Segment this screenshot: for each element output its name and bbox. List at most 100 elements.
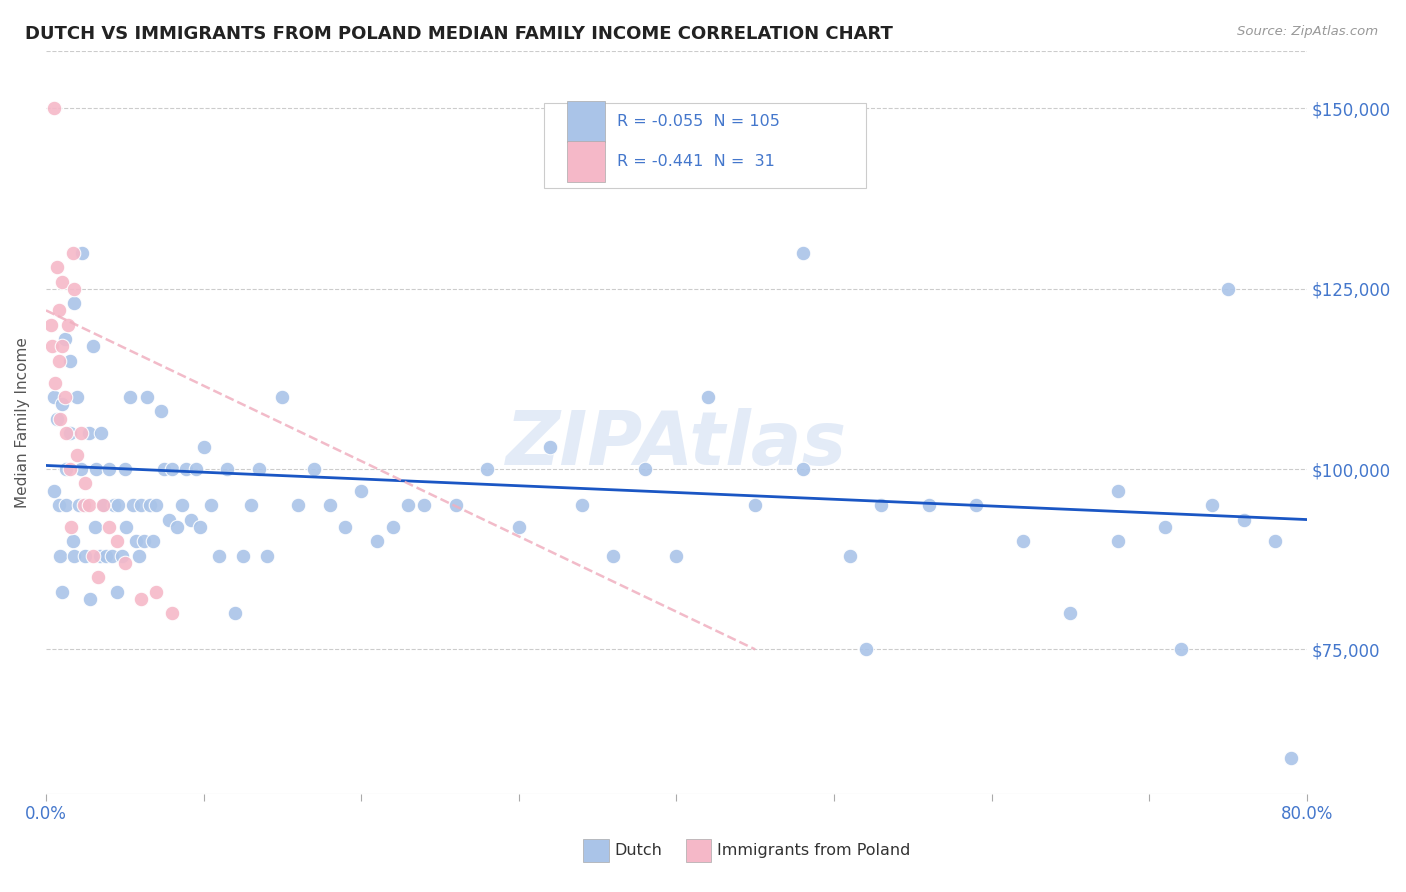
Point [70, 245, 93, 260]
Point [157, 512, 180, 526]
Point [232, 549, 254, 563]
Point [101, 549, 124, 563]
Point [73, 498, 96, 512]
Point [335, 520, 357, 534]
Point [51, 275, 73, 289]
Point [63, 282, 86, 296]
Point [41, 339, 63, 353]
Point [1107, 483, 1129, 498]
Point [302, 462, 325, 476]
Point [135, 390, 157, 404]
Point [91, 498, 114, 512]
Point [1170, 642, 1192, 657]
Point [59, 425, 82, 440]
Point [42, 483, 65, 498]
Point [792, 462, 814, 476]
Point [121, 498, 143, 512]
Point [166, 520, 188, 534]
Point [150, 404, 173, 418]
Point [59, 462, 82, 476]
Point [965, 498, 987, 512]
Point [665, 549, 688, 563]
Point [66, 448, 89, 462]
Point [1264, 534, 1286, 549]
Point [75, 549, 97, 563]
Point [318, 498, 340, 512]
Point [83, 520, 105, 534]
Text: DUTCH VS IMMIGRANTS FROM POLAND MEDIAN FAMILY INCOME CORRELATION CHART: DUTCH VS IMMIGRANTS FROM POLAND MEDIAN F… [25, 25, 893, 43]
Point [125, 534, 148, 549]
Point [132, 534, 155, 549]
Point [82, 549, 104, 563]
Point [90, 425, 112, 440]
Point [1154, 520, 1177, 534]
Point [838, 549, 860, 563]
Point [634, 462, 657, 476]
Point [53, 390, 76, 404]
Point [48, 498, 70, 512]
Point [1233, 512, 1256, 526]
Point [744, 498, 766, 512]
Point [86, 462, 108, 476]
Point [129, 498, 152, 512]
Point [105, 534, 128, 549]
Point [145, 498, 167, 512]
Y-axis label: Median Family Income: Median Family Income [15, 337, 30, 508]
Point [75, 476, 97, 491]
Point [1012, 534, 1035, 549]
Point [1279, 750, 1302, 764]
Point [77, 425, 100, 440]
Point [170, 498, 193, 512]
Point [256, 549, 278, 563]
Point [93, 498, 115, 512]
Point [39, 318, 62, 332]
Point [602, 549, 624, 563]
Point [917, 498, 939, 512]
FancyBboxPatch shape [544, 103, 866, 188]
Point [855, 642, 877, 657]
Point [1107, 534, 1129, 549]
Point [193, 441, 215, 455]
Point [56, 318, 79, 332]
Point [114, 556, 136, 570]
Point [398, 498, 420, 512]
Point [128, 549, 150, 563]
Point [62, 245, 84, 260]
Point [1216, 282, 1239, 296]
Point [98, 520, 121, 534]
Point [55, 462, 77, 476]
Point [60, 520, 83, 534]
Point [67, 498, 90, 512]
Text: ZIPAtlas: ZIPAtlas [506, 408, 846, 481]
Point [46, 260, 69, 274]
Point [239, 498, 262, 512]
Point [350, 483, 373, 498]
Point [271, 390, 294, 404]
Point [111, 549, 134, 563]
Point [145, 584, 167, 599]
Point [107, 498, 129, 512]
Point [51, 584, 73, 599]
Point [870, 498, 893, 512]
Point [247, 462, 270, 476]
Point [224, 607, 246, 621]
Point [444, 498, 467, 512]
Point [508, 520, 530, 534]
Point [48, 354, 70, 368]
Point [55, 498, 77, 512]
Point [44, 376, 66, 390]
Point [63, 296, 86, 310]
Point [792, 245, 814, 260]
Point [160, 462, 183, 476]
Point [48, 303, 70, 318]
Text: Immigrants from Poland: Immigrants from Poland [717, 844, 911, 858]
Point [139, 498, 162, 512]
Text: Dutch: Dutch [614, 844, 662, 858]
Point [115, 520, 138, 534]
Point [366, 534, 388, 549]
Point [217, 462, 239, 476]
Point [1059, 607, 1081, 621]
Point [87, 570, 110, 584]
Point [381, 520, 404, 534]
Point [75, 498, 97, 512]
